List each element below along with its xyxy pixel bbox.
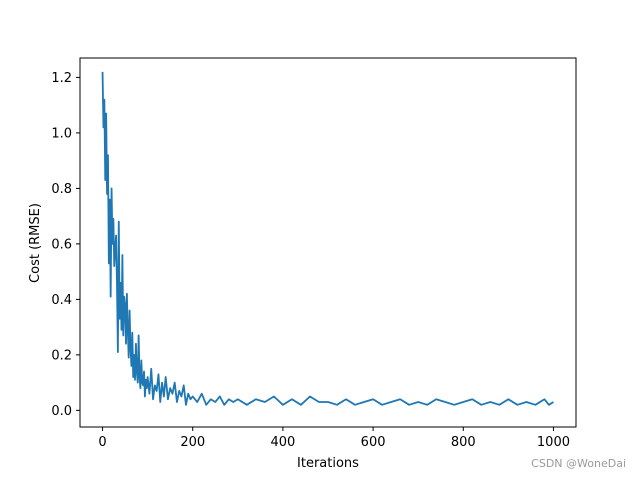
y-tick-label: 1.2 [51, 71, 72, 86]
y-axis: 0.0 0.2 0.4 0.6 0.8 1.0 1.2 [51, 71, 80, 419]
y-tick-label: 0.8 [51, 182, 72, 197]
series-line [101, 71, 554, 406]
plot-area-frame [79, 57, 577, 428]
y-tick-label: 0.4 [51, 293, 72, 308]
y-tick-label: 0.2 [51, 348, 72, 363]
x-tick-label: 400 [270, 435, 295, 450]
y-tick-label: 1.0 [51, 126, 72, 141]
y-axis-title: Cost (RMSE) [28, 203, 43, 283]
x-tick-label: 200 [180, 435, 205, 450]
y-tick-label: 0.0 [51, 404, 72, 419]
x-axis-title: Iterations [297, 456, 359, 471]
x-axis: 0 200 400 600 800 1000 [98, 427, 570, 450]
y-tick-label: 0.6 [51, 237, 72, 252]
watermark: CSDN @WoneDai [531, 457, 626, 470]
x-tick-label: 0 [98, 435, 106, 450]
x-tick-label: 800 [451, 435, 476, 450]
x-tick-label: 600 [361, 435, 386, 450]
plot-area-background [80, 58, 576, 427]
x-tick-label: 1000 [537, 435, 570, 450]
